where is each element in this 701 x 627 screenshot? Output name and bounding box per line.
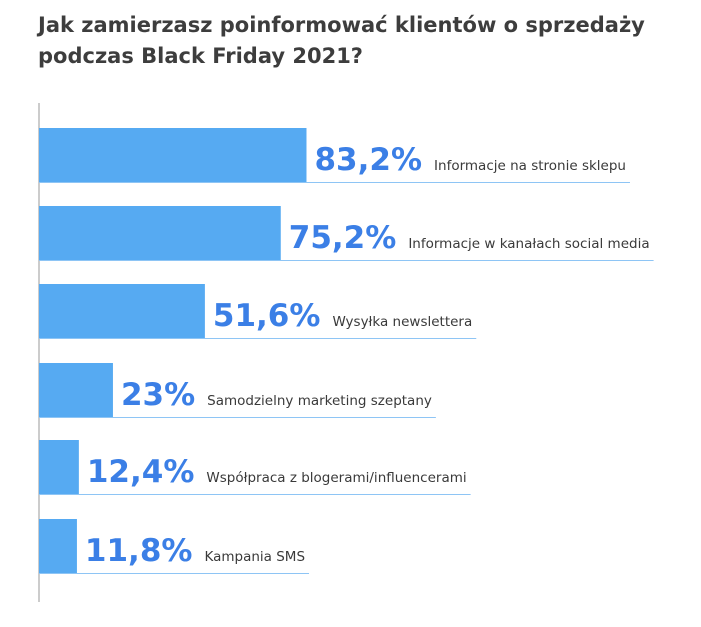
value-label: 11,8% [85, 533, 193, 569]
category-label: Informacje na stronie sklepu [434, 158, 626, 174]
bar [39, 128, 307, 183]
value-label: 12,4% [87, 454, 195, 490]
chart-title: Jak zamierzasz poinformować klientów o s… [38, 13, 645, 68]
value-label: 51,6% [213, 298, 321, 334]
value-label: 83,2% [314, 142, 422, 178]
category-label: Samodzielny marketing szeptany [207, 393, 432, 409]
category-label: Informacje w kanałach social media [408, 236, 649, 252]
value-label: 23% [121, 377, 195, 413]
category-label: Wysyłka newslettera [332, 314, 472, 330]
bar [39, 440, 79, 495]
value-label: 75,2% [289, 220, 397, 256]
category-label: Współpraca z blogerami/influencerami [206, 470, 466, 486]
bar [39, 206, 281, 261]
bar [39, 284, 205, 339]
bar [39, 363, 113, 418]
bar [39, 519, 77, 574]
category-label: Kampania SMS [204, 549, 305, 565]
